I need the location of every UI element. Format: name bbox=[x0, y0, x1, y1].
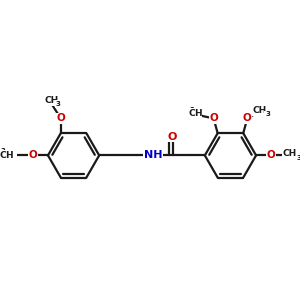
Text: C: C bbox=[188, 109, 195, 118]
Text: O: O bbox=[243, 113, 252, 123]
Text: 3: 3 bbox=[1, 148, 5, 154]
Text: CH: CH bbox=[252, 106, 267, 115]
Text: O: O bbox=[209, 113, 218, 123]
Text: 3: 3 bbox=[296, 154, 300, 160]
Text: 3: 3 bbox=[189, 107, 194, 113]
Text: O: O bbox=[266, 150, 275, 161]
Text: O: O bbox=[29, 150, 38, 161]
Text: O: O bbox=[56, 113, 65, 123]
Text: NH: NH bbox=[144, 150, 162, 161]
Text: 3: 3 bbox=[265, 111, 270, 117]
Text: CH: CH bbox=[283, 149, 297, 158]
Text: CH: CH bbox=[44, 96, 58, 105]
Text: H: H bbox=[194, 109, 201, 118]
Text: C: C bbox=[0, 151, 6, 160]
Text: H: H bbox=[5, 151, 13, 160]
Text: O: O bbox=[168, 131, 177, 142]
Text: 3: 3 bbox=[56, 101, 61, 107]
